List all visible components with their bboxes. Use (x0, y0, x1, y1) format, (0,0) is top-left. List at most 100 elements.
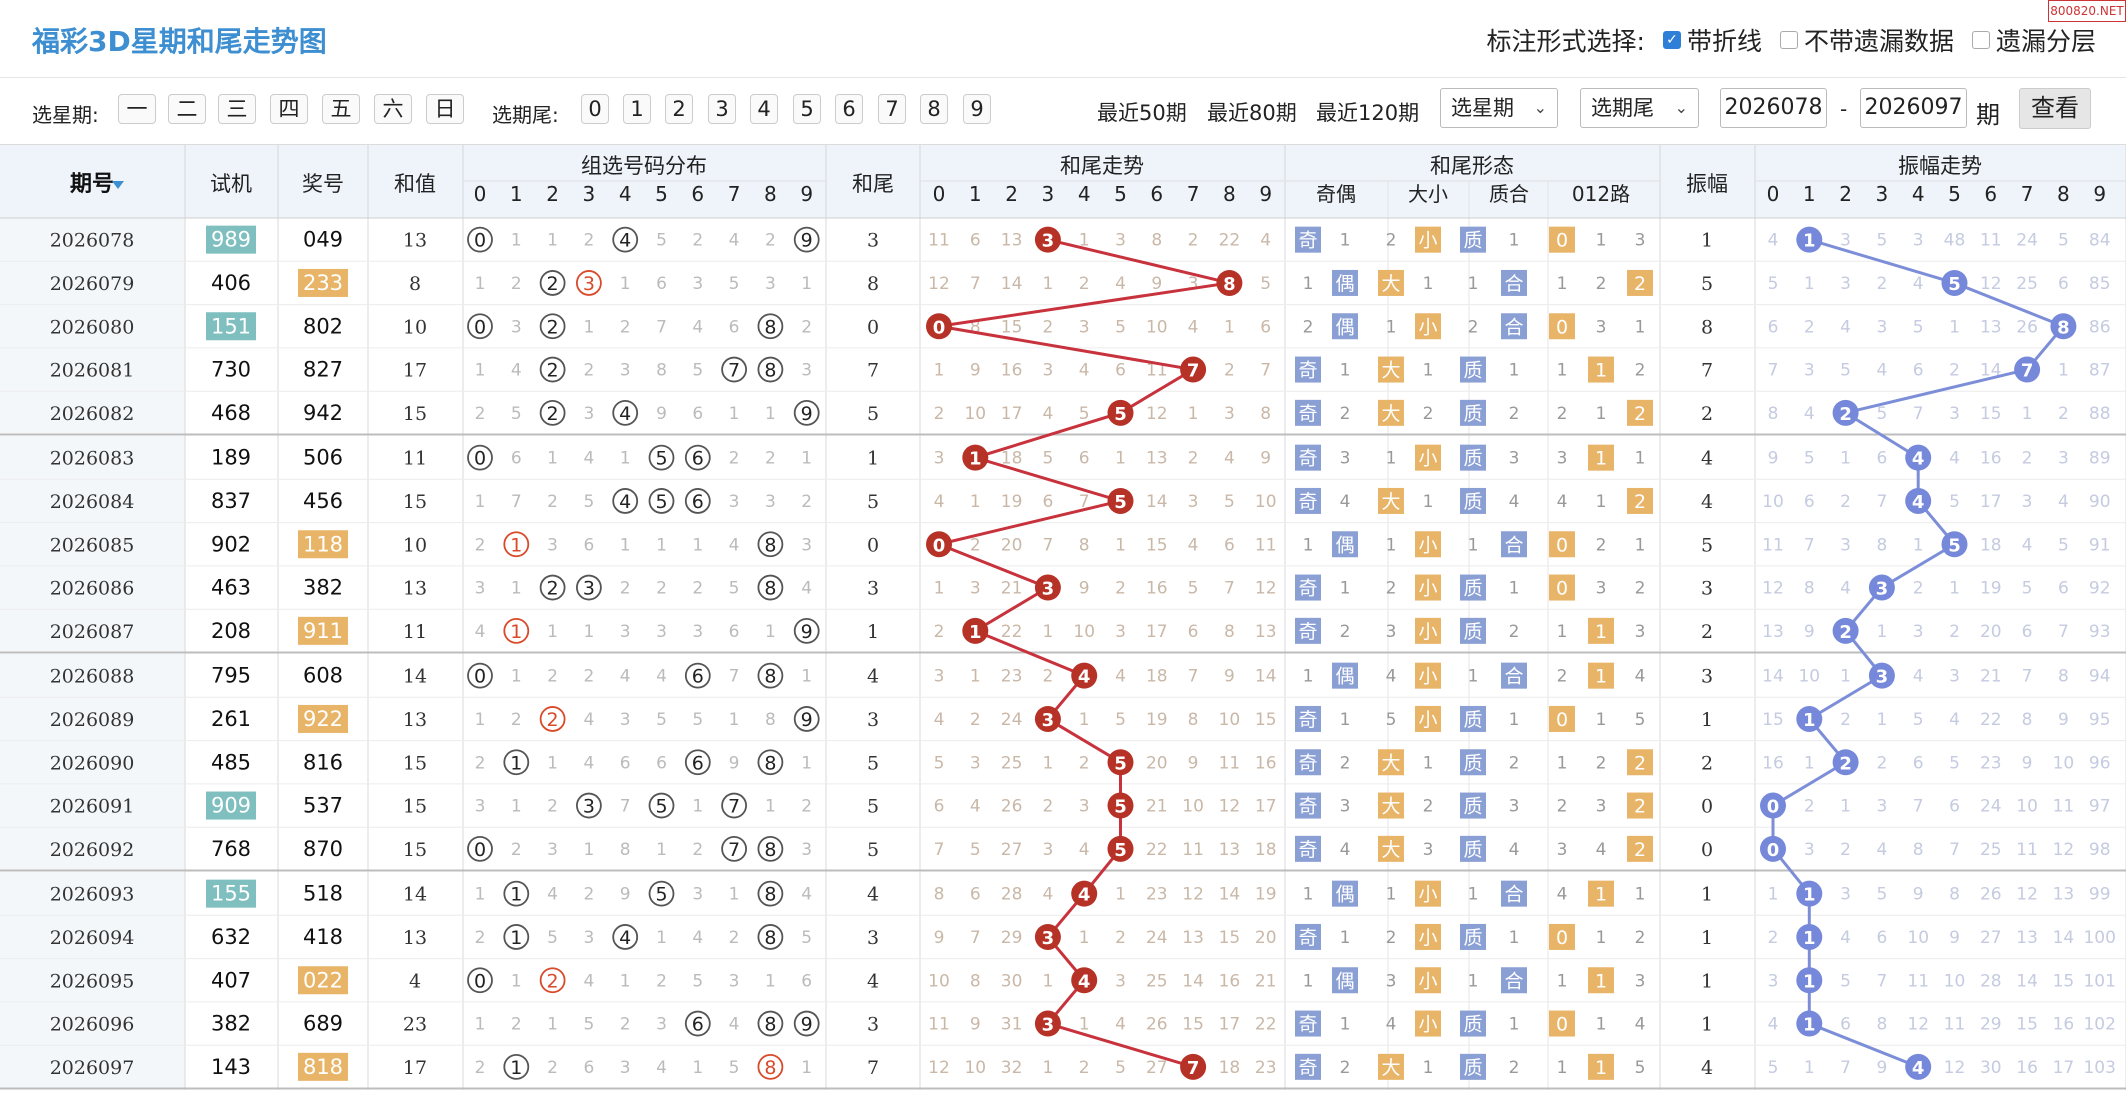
amp-miss: 6 (1913, 753, 1924, 773)
prime-composite-hit: 质 (1463, 491, 1482, 513)
trial-number: 406 (211, 271, 251, 295)
tail-button-3[interactable]: 3 (708, 94, 736, 124)
weekday-button-6[interactable]: 六 (374, 94, 412, 124)
group-miss: 5 (692, 971, 703, 991)
amp-miss: 5 (2058, 231, 2069, 251)
recent-50-link[interactable]: 最近50期 (1097, 101, 1187, 125)
weekday-button-4[interactable]: 四 (270, 94, 308, 124)
trend-miss: 7 (1224, 579, 1235, 599)
amp-ball-label: 1 (1803, 231, 1816, 252)
tail-button-0[interactable]: 0 (581, 94, 609, 124)
trial-number: 155 (211, 882, 251, 906)
trend-miss: 7 (1042, 535, 1053, 555)
option-miss-layer[interactable]: 遗漏分层 (1971, 22, 2096, 58)
trend-miss: 1 (1079, 928, 1090, 948)
trend-miss: 8 (1224, 622, 1235, 642)
trend-miss: 10 (1182, 797, 1204, 817)
amp-miss: 3 (1804, 361, 1815, 381)
big-small-badge (1415, 705, 1441, 732)
tail-button-7[interactable]: 7 (878, 94, 906, 124)
road-hit: 0 (1556, 927, 1568, 949)
group-miss: 3 (583, 928, 594, 948)
trial-number: 208 (211, 619, 251, 643)
tail-button-5[interactable]: 5 (793, 94, 821, 124)
amp-miss: 11 (1944, 1015, 1966, 1035)
group-miss: 7 (729, 667, 740, 687)
trend-miss: 28 (1001, 885, 1023, 905)
tail-ball-label: 0 (933, 317, 946, 338)
trend-miss: 6 (1188, 622, 1199, 642)
win-highlight (298, 704, 348, 733)
select-tail-dropdown[interactable]: 选期尾 ⌄ (1580, 88, 1699, 128)
sum-value: 10 (403, 316, 427, 338)
big-small-badge (1378, 399, 1404, 426)
amp-miss: 97 (2089, 797, 2111, 817)
amp-miss: 2 (1804, 797, 1815, 817)
group-circle (503, 880, 530, 907)
odd-even-badge (1295, 574, 1321, 601)
issue-number: 2026087 (50, 621, 135, 643)
trial-number: 837 (211, 489, 251, 513)
start-issue-input[interactable]: 2026078 (1720, 88, 1827, 128)
amp-miss: 4 (1876, 361, 1887, 381)
group-circle (503, 924, 530, 950)
group-miss: 2 (692, 840, 703, 860)
tail-button-1[interactable]: 1 (623, 94, 651, 124)
group-hit: 8 (764, 839, 776, 861)
recent-120-link[interactable]: 最近120期 (1316, 101, 1420, 125)
group-hit: 5 (655, 491, 667, 513)
trend-miss: 6 (1115, 361, 1126, 381)
tail-button-2[interactable]: 2 (665, 94, 693, 124)
header-amp-trend: 振幅走势 (1898, 154, 1982, 178)
trend-miss: 21 (1001, 579, 1023, 599)
option-no-miss-data[interactable]: 不带遗漏数据 (1779, 22, 1954, 58)
trend-miss: 12 (1255, 579, 1277, 599)
trend-miss: 4 (1115, 1015, 1126, 1035)
trend-miss: 8 (970, 971, 981, 991)
issue-unit-label: 期 (1976, 101, 2000, 129)
checkbox-icon[interactable] (1779, 31, 1798, 49)
table-row: 2026083 189 506 11 1 40 6 1 4 1 5 6 2 2 1 3 18 5 6 1 13 2 4 9 9 5… (50, 444, 2111, 471)
amp-miss: 12 (2053, 840, 2075, 860)
amp-miss: 23 (1980, 753, 2002, 773)
weekday-button-5[interactable]: 五 (322, 94, 360, 124)
weekday-button-2[interactable]: 二 (168, 94, 206, 124)
select-weekday-dropdown[interactable]: 选星期 ⌄ (1440, 88, 1558, 128)
weekday-button-7[interactable]: 日 (426, 94, 464, 124)
amp-miss: 3 (1768, 971, 1779, 991)
recent-80-link[interactable]: 最近80期 (1207, 101, 1297, 125)
trend-miss: 20 (1255, 928, 1277, 948)
checkbox-icon[interactable]: ✓ (1662, 31, 1681, 49)
end-issue-input[interactable]: 2026097 (1860, 88, 1967, 128)
sum-value: 11 (403, 621, 427, 643)
amp-miss: 28 (1980, 971, 2002, 991)
amp-miss: 4 (1876, 840, 1887, 860)
group-hit: 0 (474, 666, 486, 688)
checkbox-icon[interactable] (1971, 31, 1990, 49)
option-with-line[interactable]: ✓ 带折线 (1662, 22, 1762, 58)
tail-button-9[interactable]: 9 (963, 94, 991, 124)
odd-even-miss: 1 (1303, 274, 1314, 294)
weekday-button-1[interactable]: 一 (118, 94, 156, 124)
group-miss: 3 (511, 317, 522, 337)
trend-miss: 5 (1115, 1058, 1126, 1078)
tail-ball (1071, 662, 1098, 689)
road-miss: 2 (1596, 753, 1607, 773)
query-button[interactable]: 查看 (2019, 88, 2091, 129)
group-miss: 3 (801, 840, 812, 860)
group-hit: 0 (474, 316, 486, 338)
group-miss: 4 (801, 579, 812, 599)
trend-miss: 9 (934, 928, 945, 948)
road-miss: 1 (1596, 492, 1607, 512)
road-miss: 1 (1635, 535, 1646, 555)
win-number: 870 (303, 837, 343, 861)
tail-button-6[interactable]: 6 (835, 94, 863, 124)
tail-button-8[interactable]: 8 (920, 94, 948, 124)
weekday-button-3[interactable]: 三 (218, 94, 256, 124)
amp-ball (1796, 967, 1823, 994)
amp-miss: 96 (2089, 753, 2111, 773)
amp-value: 2 (1701, 621, 1713, 643)
tail-value: 4 (867, 884, 879, 906)
tail-button-4[interactable]: 4 (750, 94, 778, 124)
road-miss: 1 (1557, 361, 1568, 381)
